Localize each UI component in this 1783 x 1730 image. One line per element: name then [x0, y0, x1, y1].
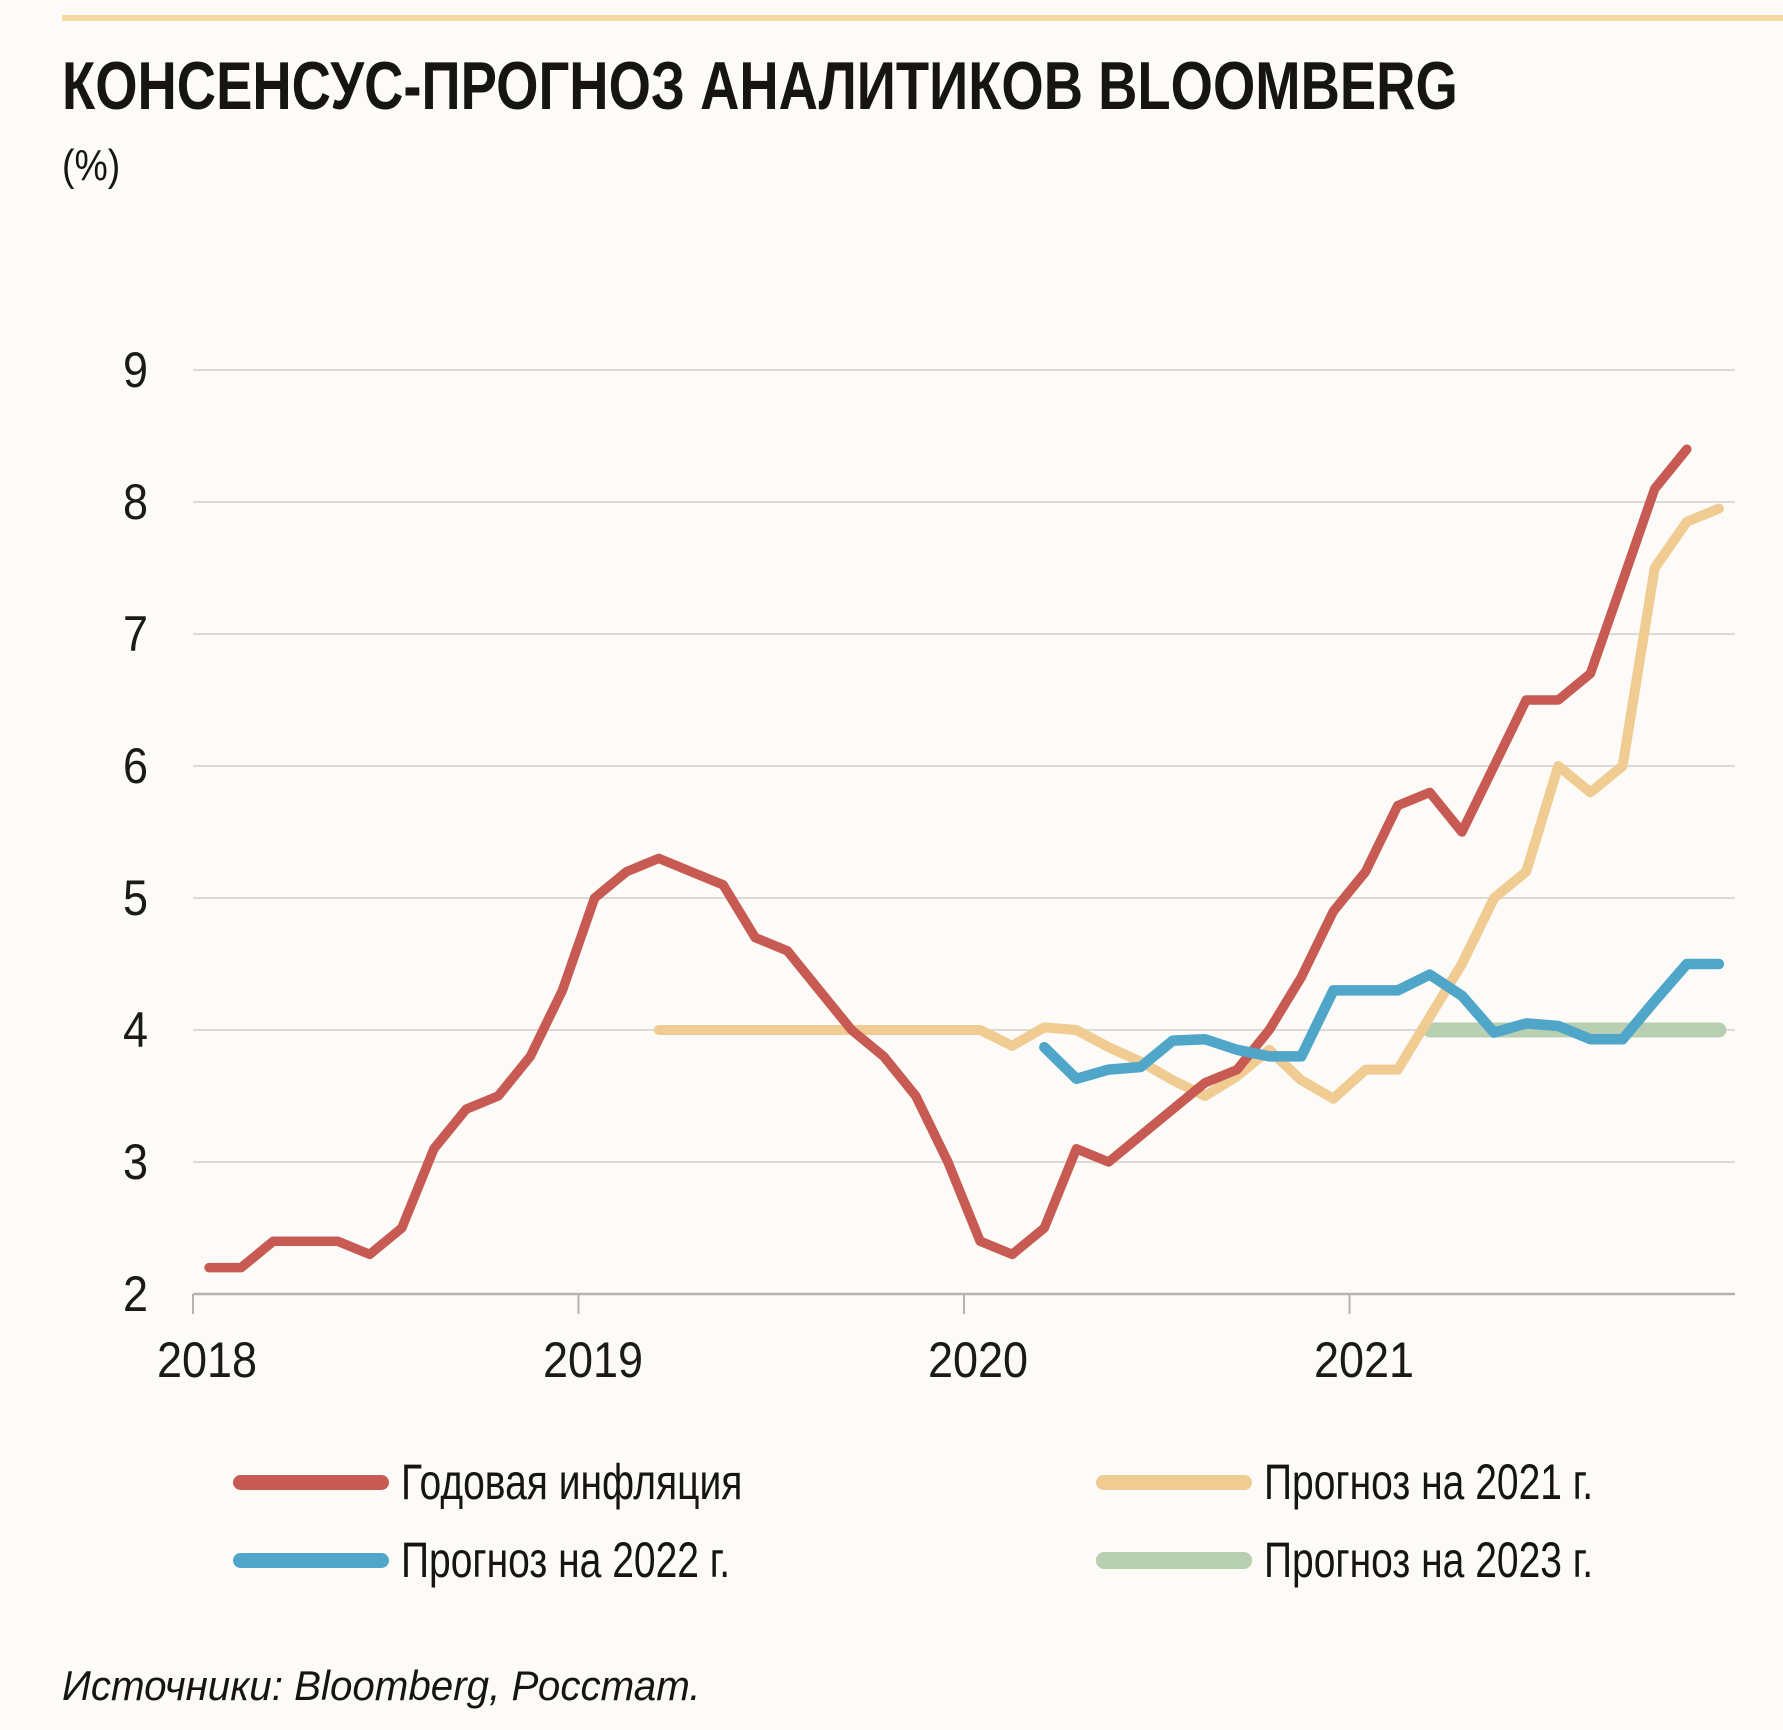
legend-swatch-annual-inflation — [233, 1474, 389, 1490]
legend-item-forecast-2022: Прогноз на 2022 г. — [233, 1532, 823, 1588]
legend-swatch-forecast-2021 — [1096, 1474, 1252, 1490]
x-axis-label-2019: 2019 — [542, 1332, 643, 1388]
series-line-forecast-2021 — [653, 503, 1724, 1104]
y-axis-label-2: 2 — [122, 1266, 148, 1322]
top-accent-rule — [62, 15, 1783, 21]
legend-item-forecast-2021: Прогноз на 2021 г. — [1096, 1454, 1686, 1510]
x-axis-label-2020: 2020 — [927, 1332, 1029, 1388]
legend-label: Прогноз на 2022 г. — [401, 1532, 731, 1588]
legend-label: Прогноз на 2021 г. — [1264, 1454, 1594, 1510]
series-line-annual-inflation — [204, 444, 1692, 1273]
x-axis-label-2018: 2018 — [156, 1332, 258, 1388]
y-axis-label-6: 6 — [122, 738, 148, 794]
y-axis-label-5: 5 — [122, 870, 148, 926]
y-axis-label-8: 8 — [122, 474, 148, 530]
y-axis-label-4: 4 — [122, 1002, 148, 1058]
legend-label: Годовая инфляция — [401, 1454, 743, 1510]
legend-item-annual-inflation: Годовая инфляция — [233, 1454, 839, 1510]
y-axis-label-7: 7 — [122, 606, 148, 662]
series-line-forecast-2022 — [1039, 958, 1725, 1085]
axis-unit-label: (%) — [62, 141, 121, 190]
y-axis-label-9: 9 — [122, 342, 148, 398]
source-note: Источники: Bloomberg, Росстат. — [62, 1662, 701, 1709]
legend-swatch-forecast-2023 — [1096, 1551, 1252, 1569]
y-axis-label-3: 3 — [122, 1134, 148, 1190]
legend-item-forecast-2023: Прогноз на 2023 г. — [1096, 1532, 1686, 1588]
x-axis-label-2021: 2021 — [1313, 1332, 1414, 1388]
page-title: КОНСЕНСУС-ПРОГНОЗ АНАЛИТИКОВ BLOOMBERG — [62, 48, 1458, 124]
legend-label: Прогноз на 2023 г. — [1264, 1532, 1594, 1588]
legend-swatch-forecast-2022 — [233, 1552, 389, 1568]
